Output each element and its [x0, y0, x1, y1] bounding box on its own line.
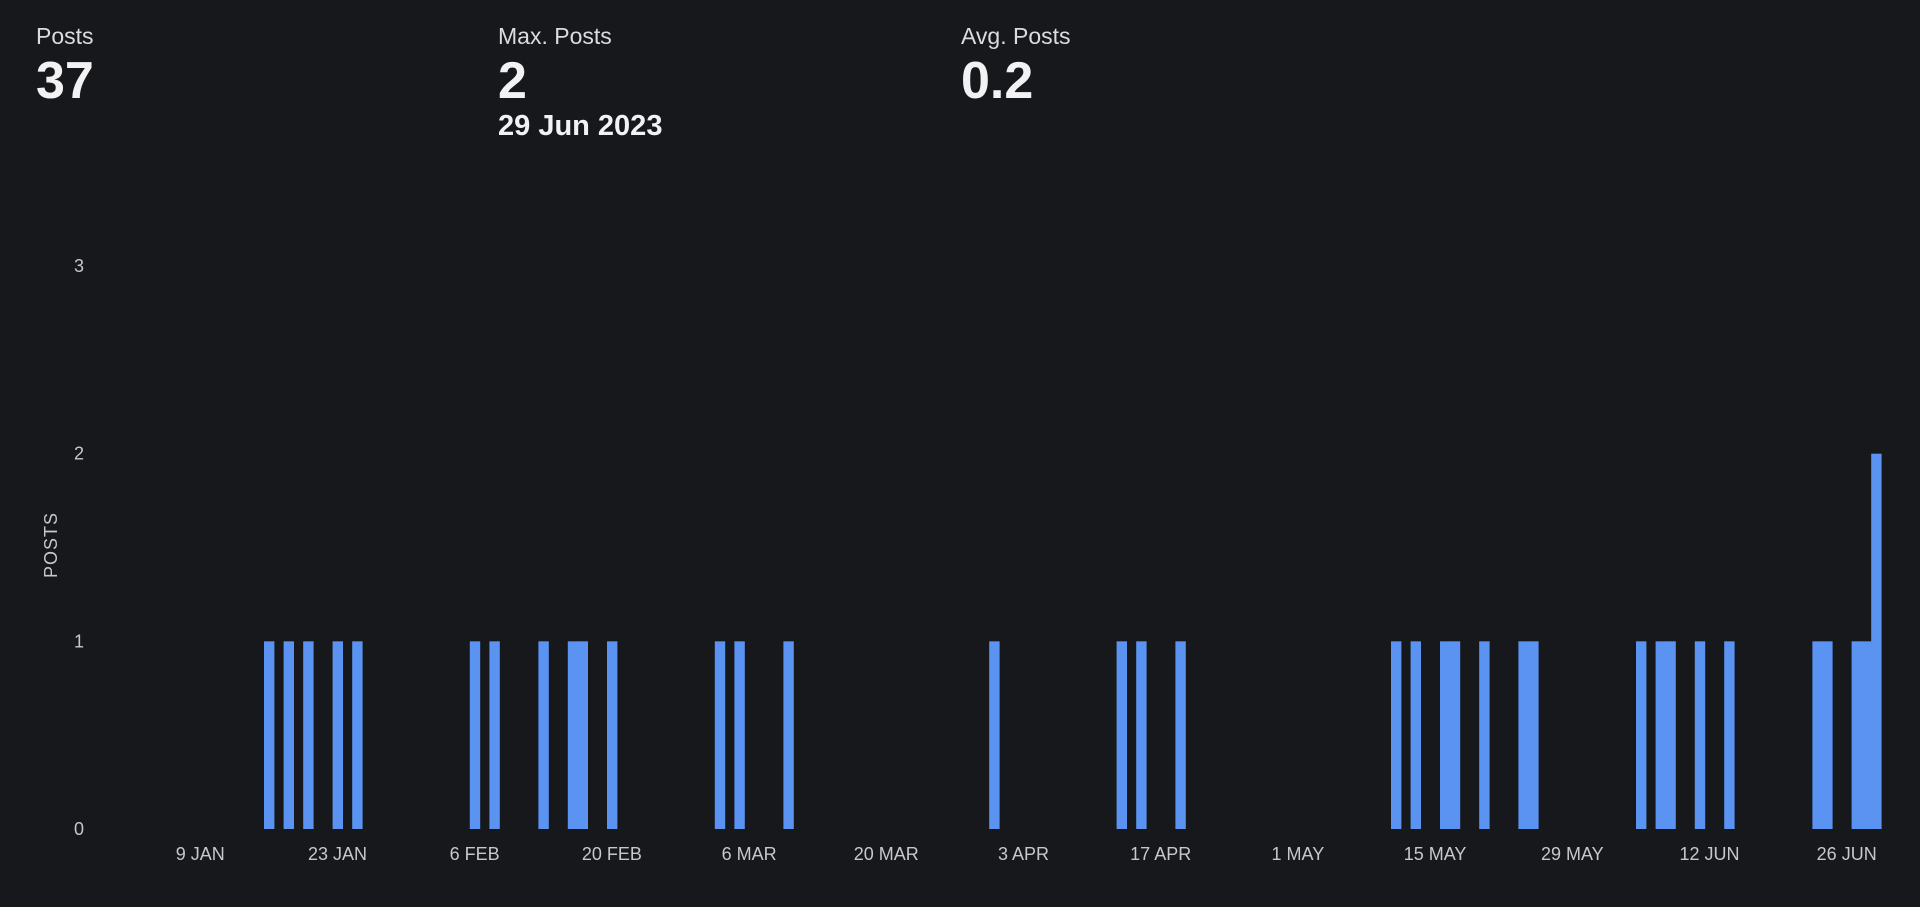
bar-2023-06-24 — [1822, 641, 1833, 829]
x-tick-label-10: 29 MAY — [1541, 844, 1604, 864]
stat-posts: Posts 37 — [36, 22, 94, 110]
y-axis-label: POSTS — [41, 512, 61, 578]
bar-2023-02-13 — [538, 641, 549, 829]
bar-2023-05-11 — [1391, 641, 1402, 829]
bar-2023-05-16 — [1440, 641, 1451, 829]
bar-2023-06-28 — [1861, 641, 1872, 829]
stat-posts-value: 37 — [36, 52, 94, 110]
stat-avg-posts-value: 0.2 — [961, 52, 1034, 110]
bar-2023-06-05 — [1636, 641, 1647, 829]
x-tick-label-0: 9 JAN — [176, 844, 225, 864]
bar-2023-06-23 — [1812, 641, 1823, 829]
x-tick-label-5: 20 MAR — [854, 844, 919, 864]
bar-2023-02-20 — [607, 641, 618, 829]
bar-2023-01-16 — [264, 641, 275, 829]
bar-2023-02-17 — [577, 641, 588, 829]
bar-2023-05-17 — [1449, 641, 1461, 829]
x-tick-label-8: 1 MAY — [1272, 844, 1325, 864]
bar-2023-05-25 — [1528, 641, 1539, 829]
x-tick-label-1: 23 JAN — [308, 844, 367, 864]
bar-2023-04-19 — [1175, 641, 1186, 829]
x-tick-label-12: 26 JUN — [1817, 844, 1877, 864]
bar-2023-06-14 — [1724, 641, 1735, 829]
bar-2023-06-07 — [1655, 641, 1666, 829]
x-tick-label-3: 20 FEB — [582, 844, 642, 864]
x-tick-label-7: 17 APR — [1130, 844, 1191, 864]
x-axis-ticks: 9 JAN 23 JAN 6 FEB 20 FEB 6 MAR 20 MAR 3 APR 17… — [176, 844, 1877, 864]
y-tick-label-3: 3 — [74, 256, 84, 276]
bar-2023-04-13 — [1116, 641, 1127, 829]
x-tick-label-6: 3 APR — [998, 844, 1049, 864]
bars — [264, 453, 1882, 829]
stat-avg-posts: Avg. Posts 0.2 — [961, 22, 1071, 110]
bar-2023-05-20 — [1479, 641, 1490, 829]
bar-2023-02-16 — [567, 641, 579, 829]
bar-2023-03-03 — [714, 641, 726, 829]
y-tick-label-0: 0 — [74, 819, 84, 839]
bar-2023-06-08 — [1665, 641, 1676, 829]
stat-avg-posts-label: Avg. Posts — [961, 23, 1071, 49]
stat-max-posts-date: 29 Jun 2023 — [498, 110, 663, 142]
y-axis-ticks: 0 1 2 3 — [74, 256, 84, 839]
bar-2023-02-06 — [469, 641, 481, 829]
y-tick-label-1: 1 — [74, 631, 84, 651]
bar-2023-01-25 — [352, 641, 363, 829]
bar-2023-01-23 — [332, 641, 343, 829]
bar-2023-05-24 — [1518, 641, 1529, 829]
stat-posts-label: Posts — [36, 23, 94, 49]
bar-2023-02-08 — [489, 641, 500, 829]
bar-2023-05-13 — [1410, 641, 1421, 829]
bar-2023-06-29 — [1871, 453, 1882, 829]
bar-2023-06-11 — [1694, 641, 1706, 829]
stat-max-posts-value: 2 — [498, 52, 527, 110]
bar-2023-01-18 — [283, 641, 294, 829]
stat-max-posts-label: Max. Posts — [498, 23, 612, 49]
x-tick-label-2: 6 FEB — [450, 844, 500, 864]
bar-2023-04-15 — [1136, 641, 1147, 829]
bar-2023-03-31 — [989, 641, 1000, 829]
bar-2023-03-05 — [734, 641, 745, 829]
x-tick-label-4: 6 MAR — [722, 844, 777, 864]
x-tick-label-9: 15 MAY — [1404, 844, 1467, 864]
stat-max-posts: Max. Posts 2 29 Jun 2023 — [498, 22, 662, 142]
y-tick-label-2: 2 — [74, 444, 84, 464]
bar-2023-03-10 — [783, 641, 794, 829]
x-tick-label-11: 12 JUN — [1679, 844, 1739, 864]
bar-2023-01-20 — [303, 641, 314, 829]
bar-2023-06-27 — [1851, 641, 1862, 829]
